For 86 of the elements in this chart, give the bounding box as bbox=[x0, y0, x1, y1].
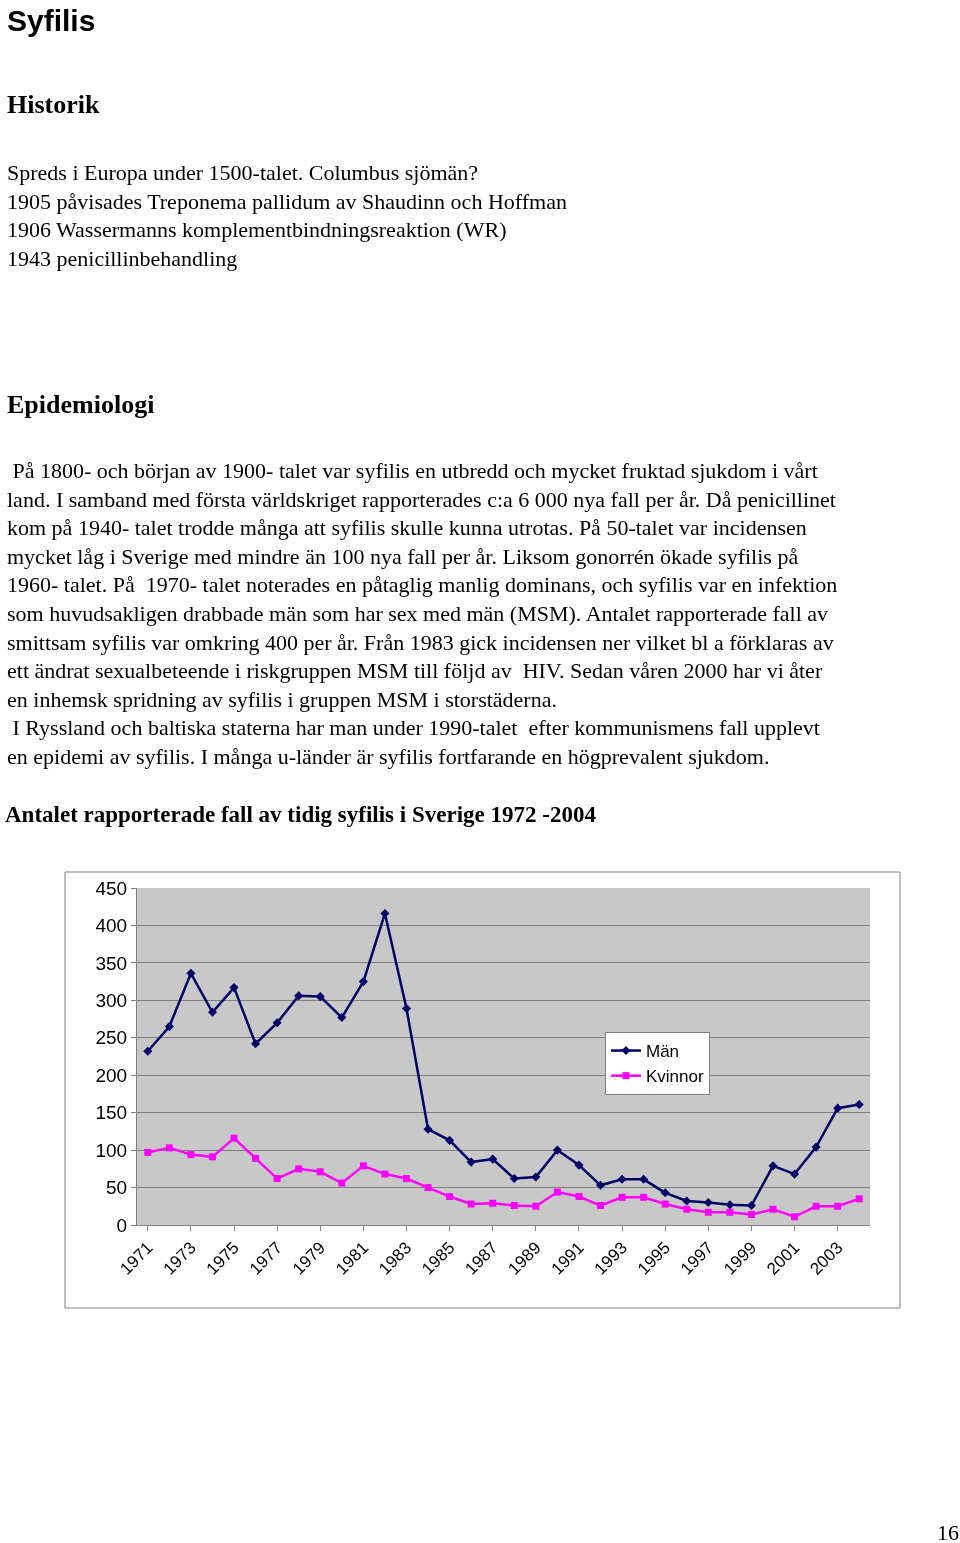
point bbox=[295, 1165, 303, 1173]
point bbox=[315, 992, 325, 1002]
point bbox=[854, 1099, 864, 1109]
y-tick-label: 50 bbox=[106, 1177, 128, 1199]
point bbox=[811, 1142, 821, 1152]
point bbox=[467, 1200, 475, 1208]
point bbox=[595, 1180, 606, 1190]
point bbox=[726, 1208, 734, 1216]
point bbox=[401, 1004, 412, 1014]
y-tick-label: 300 bbox=[95, 989, 128, 1011]
point bbox=[272, 1018, 282, 1028]
legend-label: Män bbox=[646, 1042, 680, 1062]
point bbox=[575, 1193, 583, 1201]
point bbox=[618, 1193, 626, 1201]
point bbox=[445, 1135, 455, 1145]
y-tick-label: 150 bbox=[95, 1102, 128, 1124]
point bbox=[489, 1199, 497, 1207]
point bbox=[812, 1202, 820, 1210]
point bbox=[574, 1160, 584, 1170]
point bbox=[704, 1208, 712, 1216]
y-tick-label: 200 bbox=[95, 1064, 128, 1086]
point bbox=[597, 1202, 605, 1210]
point bbox=[834, 1202, 842, 1210]
point bbox=[531, 1172, 541, 1182]
point bbox=[446, 1193, 454, 1201]
point bbox=[833, 1103, 843, 1113]
point bbox=[251, 1039, 261, 1049]
point bbox=[424, 1184, 432, 1192]
point bbox=[164, 1021, 174, 1032]
y-tick-label: 250 bbox=[95, 1027, 128, 1049]
y-tick-label: 350 bbox=[95, 952, 128, 974]
point bbox=[229, 983, 239, 993]
point bbox=[186, 968, 196, 978]
point bbox=[661, 1200, 669, 1208]
point bbox=[316, 1168, 324, 1176]
point bbox=[143, 1046, 153, 1056]
point bbox=[617, 1174, 627, 1184]
point bbox=[252, 1154, 260, 1162]
chart-title: Antalet rapporterade fall av tidig syfilis i Sverige 1972 -2004 bbox=[5, 802, 597, 828]
point bbox=[207, 1007, 218, 1017]
point bbox=[703, 1197, 713, 1208]
point bbox=[855, 1195, 863, 1203]
point bbox=[768, 1161, 778, 1171]
point bbox=[187, 1151, 195, 1159]
point bbox=[208, 1153, 216, 1161]
point bbox=[488, 1154, 498, 1164]
text: 16 bbox=[937, 1520, 959, 1543]
point bbox=[294, 991, 304, 1001]
point bbox=[165, 1144, 173, 1152]
point bbox=[466, 1157, 476, 1167]
point bbox=[402, 1175, 410, 1183]
point bbox=[273, 1175, 281, 1183]
text: Epidemiologi bbox=[7, 390, 155, 419]
point bbox=[769, 1205, 777, 1213]
point bbox=[725, 1200, 735, 1210]
point bbox=[423, 1124, 433, 1134]
y-tick-label: 0 bbox=[116, 1214, 128, 1236]
point bbox=[230, 1134, 238, 1142]
point bbox=[640, 1193, 648, 1201]
point bbox=[682, 1196, 692, 1206]
point bbox=[510, 1202, 518, 1210]
text: På 1800- och början av 1900- talet var syfilis en utbredd och mycket fruktad sjukdom i vårt land. I samband med första världskriget rapporterades c:a 6 000 nya fall per år. Då penicillinet kom på 1940- talet trodde många att syfilis skulle kunna utrotas. På 50-talet var incidensen mycket låg i Sverige med mindre än 100 nya fall per år. Liksom gonorrén ökade syfilis på 1960- talet. På 1970- talet noterades en påtaglig manlig dominans, och syfilis var en infektion som huvudsakligen drabbade män som har sex med män (MSM). Antalet rapporterade fall av smittsam syfilis var omkring 400 per år. Från 1983 gick incidensen ner vilket bl a förklaras av ett ändrat sexualbeteende i riskgruppen MSM till följd av HIV. Sedan våren 2000 har vi åter en inhemsk spridning av syfilis i gruppen MSM i storstäderna. I Ryssland och baltiska staterna har man under 1990-talet efter kommunismens fall upplevt en epidemi av syfilis. I många u-länder är syfilis fortfarande en högprevalent sjukdom. bbox=[7, 458, 838, 769]
text: Spreds i Europa under 1500-talet. Columbus sjömän? 1905 påvisades Treponema pallidum av Shaudinn och Hoffman 1906 Wassermanns komplementbindningsreaktion (WR) 1943 penicillinbehandling bbox=[7, 160, 567, 271]
point bbox=[358, 977, 368, 987]
y-tick-label: 450 bbox=[95, 877, 128, 899]
legend-label: Kvinnor bbox=[646, 1067, 704, 1087]
point bbox=[338, 1179, 346, 1187]
point bbox=[639, 1174, 649, 1184]
point bbox=[532, 1202, 540, 1210]
point bbox=[660, 1188, 670, 1198]
point bbox=[746, 1200, 756, 1211]
point bbox=[747, 1211, 755, 1219]
y-tick-label: 100 bbox=[95, 1139, 128, 1161]
point bbox=[553, 1188, 561, 1196]
point bbox=[359, 1162, 367, 1170]
point bbox=[789, 1169, 800, 1179]
point bbox=[683, 1205, 691, 1213]
point bbox=[337, 1013, 347, 1023]
point bbox=[144, 1148, 152, 1156]
y-tick-label: 400 bbox=[95, 915, 128, 937]
point bbox=[509, 1174, 519, 1184]
point bbox=[552, 1145, 562, 1155]
point bbox=[381, 1170, 389, 1178]
point bbox=[791, 1213, 799, 1221]
text: Historik bbox=[7, 90, 100, 119]
text: Syfilis bbox=[7, 4, 96, 37]
